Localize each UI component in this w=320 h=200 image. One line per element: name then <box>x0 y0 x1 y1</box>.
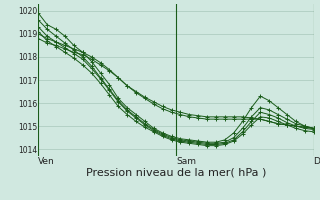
X-axis label: Pression niveau de la mer( hPa ): Pression niveau de la mer( hPa ) <box>86 168 266 178</box>
